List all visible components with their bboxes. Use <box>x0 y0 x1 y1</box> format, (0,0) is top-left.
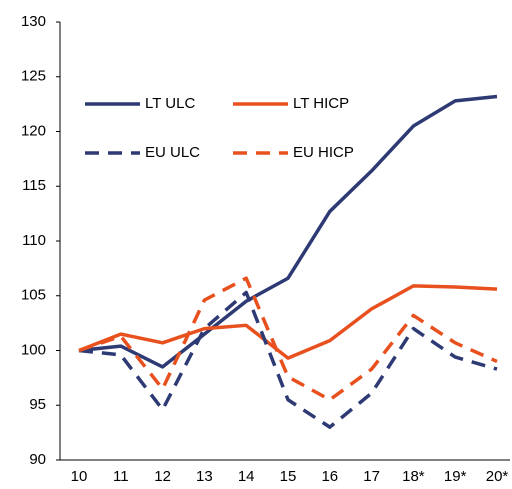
legend-label: EU ULC <box>145 144 200 161</box>
x-tick-label: 20* <box>486 468 509 485</box>
line <box>78 290 498 429</box>
y-tick-label: 95 <box>29 396 46 413</box>
x-tick-label: 11 <box>113 468 129 485</box>
x-tick-label: 19* <box>444 468 467 485</box>
y-tick-label: 125 <box>21 68 46 85</box>
x-tick-label: 13 <box>196 468 213 485</box>
x-tick-label: 10 <box>71 468 88 485</box>
y-tick-label: 110 <box>22 232 46 249</box>
x-tick-label: 14 <box>238 468 255 485</box>
y-tick-label: 130 <box>21 13 46 30</box>
legend-label: LT ULC <box>145 95 195 112</box>
x-tick-label: 16 <box>321 468 338 485</box>
line <box>78 284 498 360</box>
y-tick-label: 115 <box>22 177 46 194</box>
x-tick-label: 15 <box>280 468 297 485</box>
x-tick-label: 12 <box>154 468 171 485</box>
y-tick-label: 100 <box>21 341 46 358</box>
line <box>78 94 498 369</box>
y-tick-label: 90 <box>29 451 46 468</box>
legend-label: EU HICP <box>293 144 354 161</box>
x-tick-label: 17 <box>363 468 380 485</box>
y-tick-label: 105 <box>21 287 46 304</box>
legend-label: LT HICP <box>293 95 349 112</box>
y-tick-label: 120 <box>21 122 46 139</box>
x-tick-label: 18* <box>402 468 425 485</box>
